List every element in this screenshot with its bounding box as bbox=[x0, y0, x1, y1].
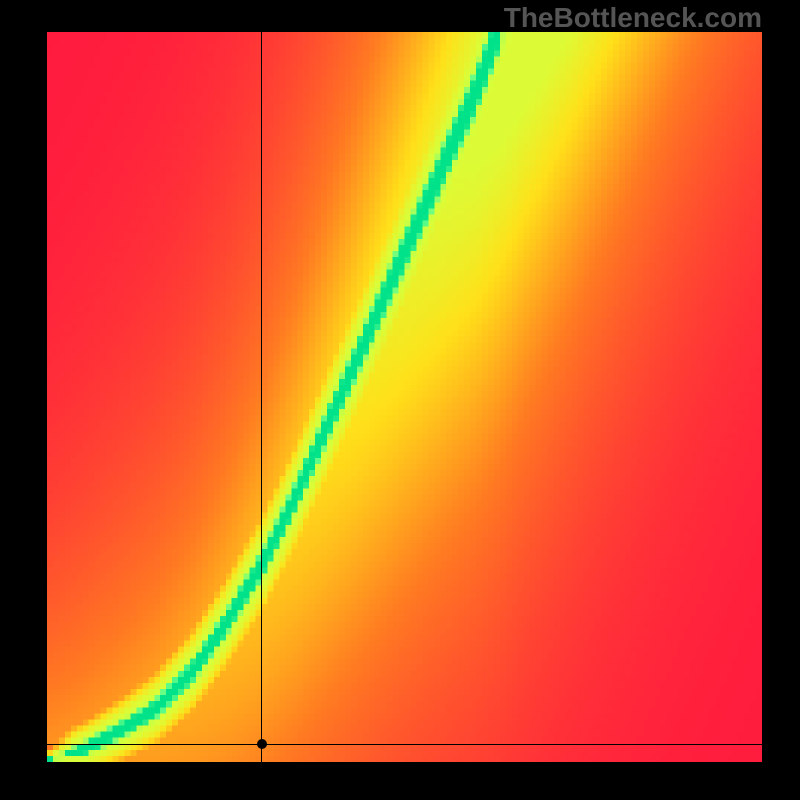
crosshair-horizontal bbox=[47, 744, 762, 745]
bottleneck-heatmap bbox=[47, 32, 762, 762]
watermark-text: TheBottleneck.com bbox=[504, 2, 762, 34]
crosshair-marker bbox=[257, 739, 267, 749]
crosshair-vertical bbox=[261, 32, 262, 762]
